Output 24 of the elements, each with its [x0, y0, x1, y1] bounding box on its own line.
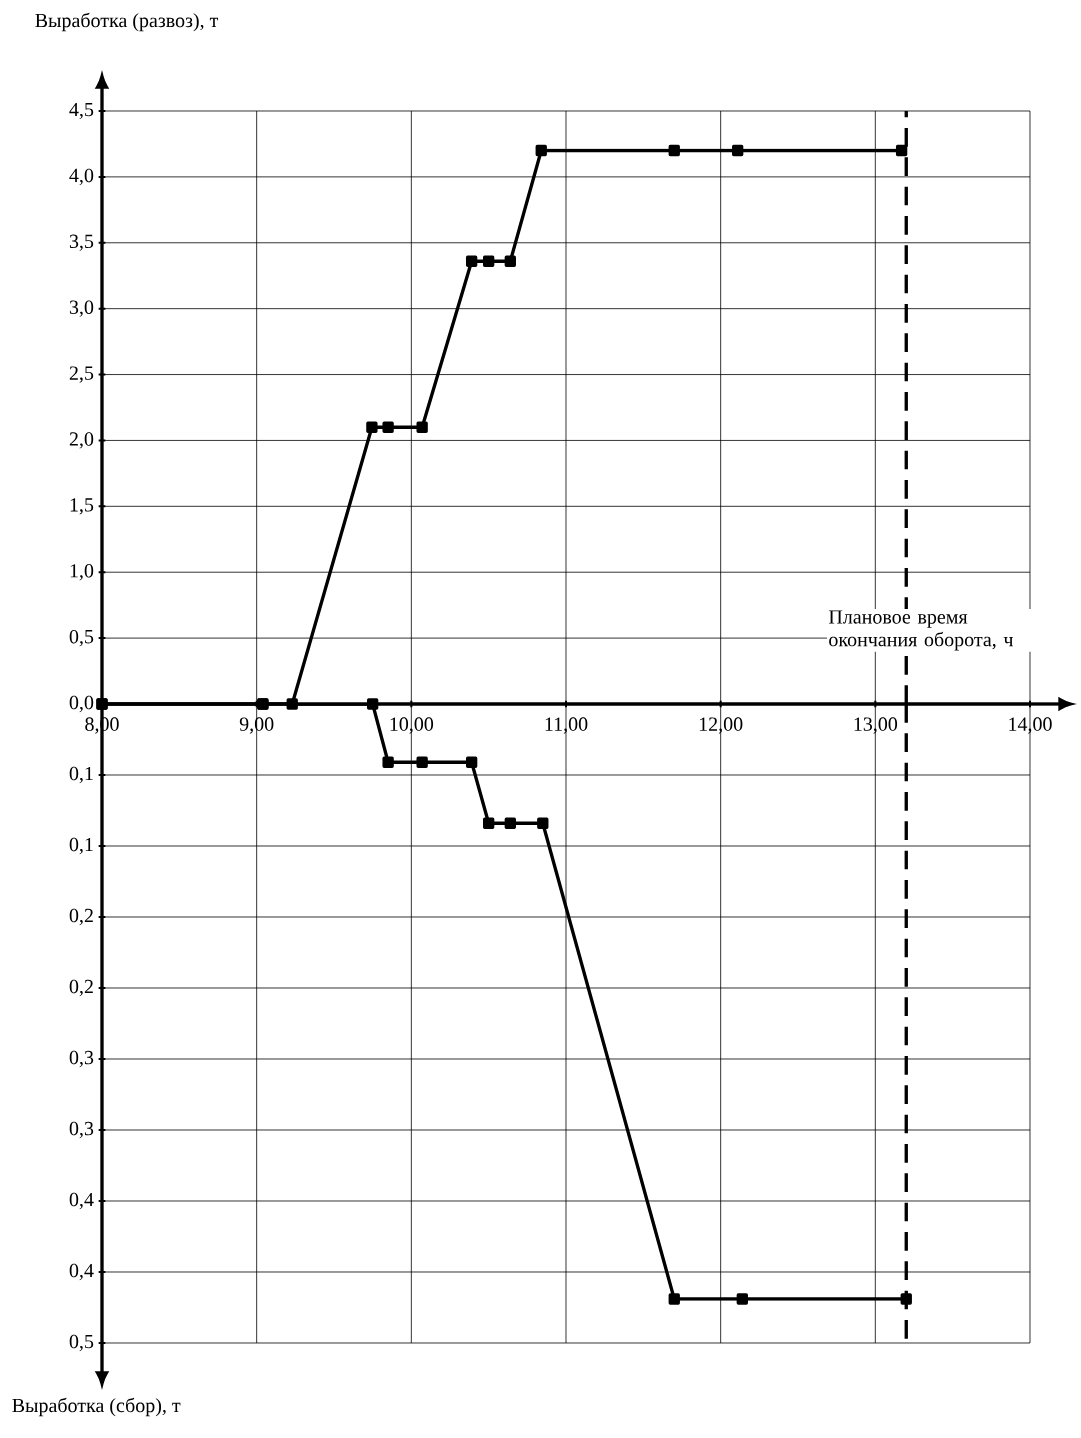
y-tick-label: 0,2: [69, 979, 93, 997]
y-axis-title: Выработка (сбор), т: [12, 1397, 181, 1417]
y-tick-label: 4,0: [69, 168, 94, 186]
y-tick-label: 0,2: [69, 908, 93, 926]
x-tick-label: 11,00: [545, 717, 588, 734]
y-tick-label: 0,3: [69, 1121, 94, 1139]
x-axis-title: Плановое время окончания оборота, ч: [828, 610, 1013, 651]
y-tick-label: 1,5: [70, 498, 94, 515]
y-tick-label: 2,0: [69, 432, 94, 449]
y-tick-label: 0,5: [69, 1334, 94, 1352]
y-tick-label: 0,0: [69, 695, 94, 713]
y-tick-label: 0,1: [69, 837, 93, 855]
y-tick-label: 2,5: [69, 366, 94, 383]
y-tick-label: 0,5: [69, 629, 94, 647]
y-tick-label: 0,1: [69, 766, 93, 784]
y-tick-label: 4,5: [69, 102, 94, 120]
y-tick-label: 3,5: [69, 234, 94, 251]
y-tick-label: 3,0: [69, 300, 94, 317]
y-tick-label: 0,4: [69, 1263, 94, 1281]
y-tick-label: 1,0: [70, 564, 94, 581]
x-tick-label: 14,00: [1009, 717, 1052, 734]
y-tick-label: 0,4: [69, 1192, 94, 1210]
y-axis-title: Выработка (развоз), т: [35, 12, 219, 32]
y-tick-label: 0,3: [69, 1050, 94, 1068]
